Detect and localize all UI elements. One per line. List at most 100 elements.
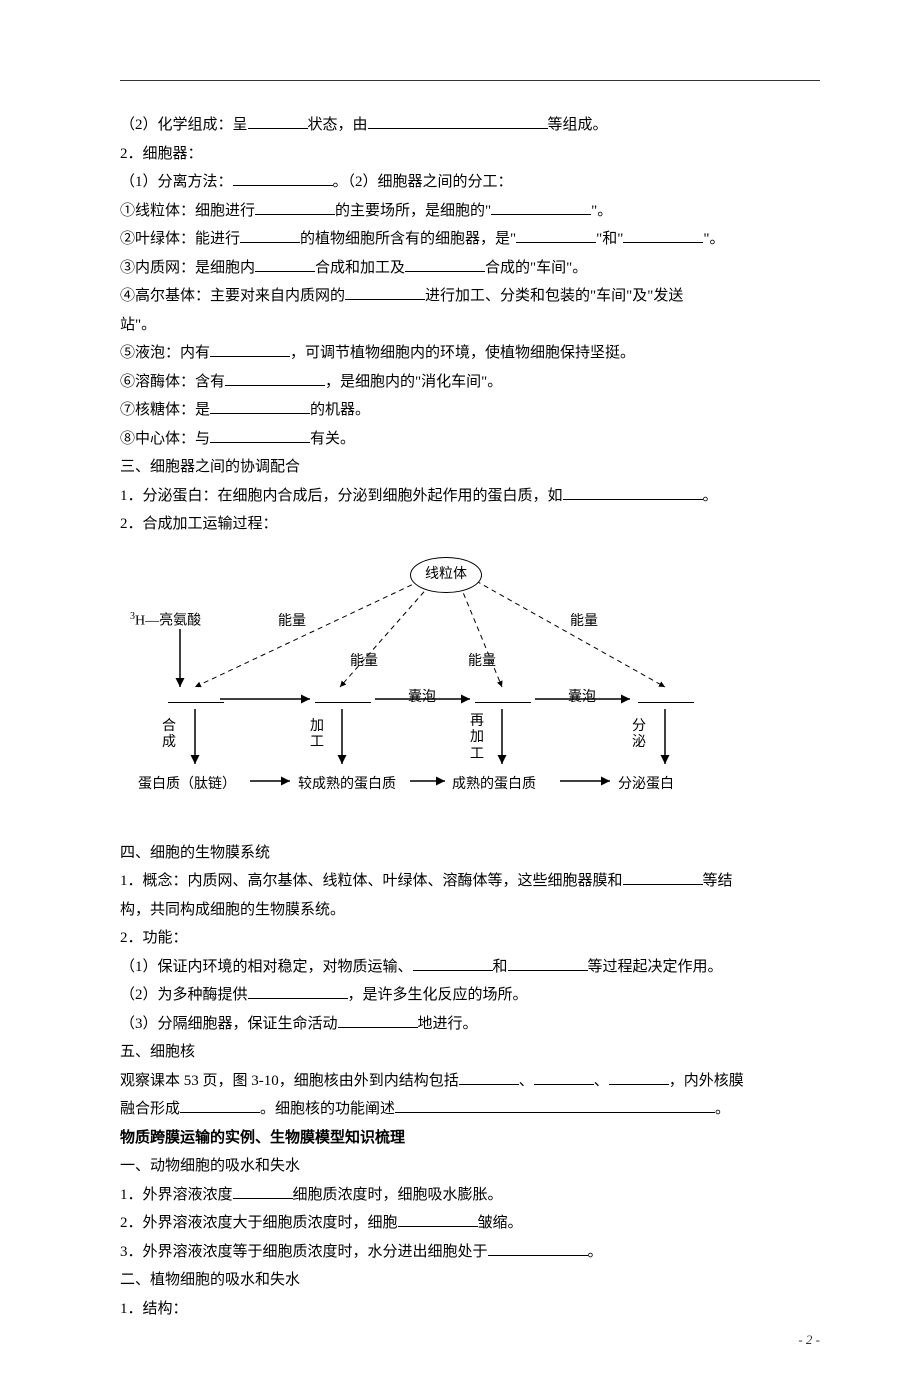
text: ③内质网：是细胞内 — [120, 260, 255, 276]
para-animal3: 3．外界溶液浓度等于细胞质浓度时，水分进出细胞处于 。 — [120, 1238, 820, 1267]
blank — [491, 199, 591, 215]
text: （3）分隔细胞器，保证生命活动 — [120, 1016, 338, 1032]
para-plant1: 1．结构： — [120, 1295, 820, 1324]
para-sep-method: （1）分离方法：。（2）细胞器之间的分工： — [120, 168, 820, 197]
para-concept: 1．概念：内质网、高尔基体、线粒体、叶绿体、溶酶体等，这些细胞器膜和 等结 — [120, 867, 820, 896]
bottom-1: 蛋白质（肽链） — [138, 772, 236, 799]
text: 。（2）细胞器之间的分工： — [333, 174, 513, 190]
blank — [395, 1097, 715, 1113]
blank — [623, 869, 703, 885]
blank — [248, 113, 308, 129]
text: 合成的"车间"。 — [485, 260, 587, 276]
blank — [563, 484, 703, 500]
para-2-chem: （2）化学组成：呈 状态，由 等组成。 — [120, 111, 820, 140]
blank — [225, 370, 325, 386]
blank — [488, 1240, 588, 1256]
para-golgi2: 站"。 — [120, 311, 820, 340]
label-energy-2: 能量 — [350, 649, 378, 676]
blank — [368, 113, 548, 129]
text: 等过程起决定作用。 — [588, 959, 723, 975]
text: 3．外界溶液浓度等于细胞质浓度时，水分进出细胞处于 — [120, 1244, 488, 1260]
blank — [240, 227, 300, 243]
blank — [516, 227, 596, 243]
para-golgi: ④高尔基体：主要对来自内质网的进行加工、分类和包装的"车间"及"发送 — [120, 282, 820, 311]
text: ⑦核糖体：是 — [120, 402, 210, 418]
text: 。 — [703, 488, 718, 504]
para-vacuole: ⑤液泡：内有，可调节植物细胞内的环境，使植物细胞保持坚挺。 — [120, 339, 820, 368]
para-nucleus: 观察课本 53 页，图 3-10，细胞核由外到内结构包括、、，内外核膜 — [120, 1067, 820, 1096]
text: （1）保证内环境的相对稳定，对物质运输、 — [120, 959, 413, 975]
para-func1: （1）保证内环境的相对稳定，对物质运输、和等过程起决定作用。 — [120, 953, 820, 982]
text: ，是细胞内的"消化车间"。 — [325, 374, 502, 390]
text: ⑧中心体：与 — [120, 431, 210, 447]
label-vesicle-1: 囊泡 — [408, 685, 436, 712]
blank — [413, 955, 493, 971]
para-lyso: ⑥溶酶体：含有 ，是细胞内的"消化车间"。 — [120, 368, 820, 397]
blank — [233, 170, 333, 186]
blank — [210, 398, 310, 414]
text: 1．分泌蛋白：在细胞内合成后，分泌到细胞外起作用的蛋白质，如 — [120, 488, 563, 504]
text: ①线粒体：细胞进行 — [120, 203, 255, 219]
bottom-3: 成熟的蛋白质 — [452, 772, 536, 799]
blank — [345, 284, 425, 300]
blank — [210, 427, 310, 443]
bottom-4: 分泌蛋白 — [618, 772, 674, 799]
text: 1．外界溶液浓度 — [120, 1187, 233, 1203]
text: 合成和加工及 — [315, 260, 405, 276]
para-er: ③内质网：是细胞内 合成和加工及 合成的"车间"。 — [120, 254, 820, 283]
blank — [508, 955, 588, 971]
para-chloro: ②叶绿体：能进行的植物细胞所含有的细胞器，是""和""。 — [120, 225, 820, 254]
text: 融合形成 — [120, 1101, 180, 1117]
text: 等结 — [703, 873, 733, 889]
sec4-title: 四、细胞的生物膜系统 — [120, 839, 820, 868]
text: （2）化学组成：呈 — [120, 117, 248, 133]
blank — [534, 1069, 594, 1085]
step-2: 加工 — [308, 719, 326, 753]
slot-3 — [475, 701, 531, 703]
label-vesicle-2: 囊泡 — [568, 685, 596, 712]
text: ，是许多生化反应的场所。 — [348, 987, 528, 1003]
slot-4 — [638, 701, 694, 703]
blank — [459, 1069, 519, 1085]
sec3-title: 三、细胞器之间的协调配合 — [120, 453, 820, 482]
text: （2）为多种酶提供 — [120, 987, 248, 1003]
text: 的主要场所，是细胞的" — [335, 203, 491, 219]
text: ⑥溶酶体：含有 — [120, 374, 225, 390]
blank — [405, 256, 485, 272]
text: 2．外界溶液浓度大于细胞质浓度时，细胞 — [120, 1215, 398, 1231]
blank — [609, 1069, 669, 1085]
blank — [398, 1211, 478, 1227]
sec8-title: 二、植物细胞的吸水和失水 — [120, 1266, 820, 1295]
para-animal1: 1．外界溶液浓度 细胞质浓度时，细胞吸水膨胀。 — [120, 1181, 820, 1210]
text: 的植物细胞所含有的细胞器，是" — [300, 231, 516, 247]
label-energy-1: 能量 — [278, 609, 306, 636]
text: 1．概念：内质网、高尔基体、线粒体、叶绿体、溶酶体等，这些细胞器膜和 — [120, 873, 623, 889]
para-process: 2．合成加工运输过程： — [120, 510, 820, 539]
text: 的机器。 — [310, 402, 370, 418]
bottom-2: 较成熟的蛋白质 — [298, 772, 396, 799]
blank — [180, 1097, 260, 1113]
step-1: 合成 — [160, 719, 178, 753]
blank — [233, 1183, 293, 1199]
text: "。 — [703, 231, 724, 247]
para-func3: （3）分隔细胞器，保证生命活动 地进行。 — [120, 1010, 820, 1039]
para-func: 2．功能： — [120, 924, 820, 953]
para-nucleus2: 融合形成。细胞核的功能阐述。 — [120, 1095, 820, 1124]
text: 等组成。 — [548, 117, 608, 133]
page: （2）化学组成：呈状态，由等组成。 2．细胞器： （1）分离方法：。（2）细胞器… — [0, 0, 920, 1383]
text: 有关。 — [310, 431, 355, 447]
blank — [255, 256, 315, 272]
text: ②叶绿体：能进行 — [120, 231, 240, 247]
para-secretory: 1．分泌蛋白：在细胞内合成后，分泌到细胞外起作用的蛋白质，如 。 — [120, 482, 820, 511]
text: 细胞质浓度时，细胞吸水膨胀。 — [293, 1187, 503, 1203]
text: 状态，由 — [308, 117, 368, 133]
para-mito: ①线粒体：细胞进行的主要场所，是细胞的""。 — [120, 197, 820, 226]
text: 。 — [588, 1244, 603, 1260]
blank — [248, 983, 348, 999]
text: 地进行。 — [418, 1016, 478, 1032]
text: ，可调节植物细胞内的环境，使植物细胞保持坚挺。 — [290, 345, 635, 361]
text: ④高尔基体：主要对来自内质网的 — [120, 288, 345, 304]
step-4: 分泌 — [630, 719, 648, 753]
text: 。细胞核的功能阐述 — [260, 1101, 395, 1117]
text: ，内外核膜 — [669, 1073, 744, 1089]
